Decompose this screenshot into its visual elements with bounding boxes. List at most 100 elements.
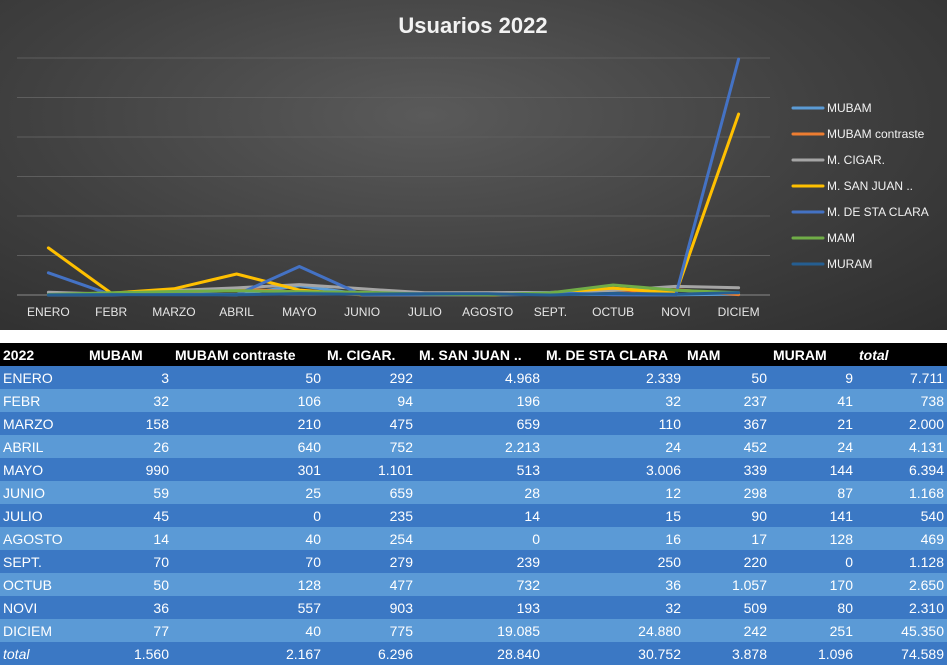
table-row: JULIO 45 0 235 14 15 90 141 540 <box>0 504 947 527</box>
cell-mubam: 50 <box>86 573 172 596</box>
cell-m-san-juan: 196 <box>416 389 543 412</box>
cell-mam: 242 <box>684 619 770 642</box>
cell-m-cigar: 1.101 <box>324 458 416 481</box>
cell-total: 45.350 <box>856 619 947 642</box>
cell-mam: 1.057 <box>684 573 770 596</box>
total-row: total 1.560 2.167 6.296 28.840 30.752 3.878 1.0… <box>0 642 947 665</box>
cell-m-sta-clara: 30.752 <box>543 642 684 665</box>
x-tick-label: MARZO <box>152 305 195 319</box>
cell-mubam: 77 <box>86 619 172 642</box>
header-year: 2022 <box>0 343 86 366</box>
cell-mam: 3.878 <box>684 642 770 665</box>
cell-m-sta-clara: 24.880 <box>543 619 684 642</box>
cell-total: 4.131 <box>856 435 947 458</box>
table-row: ENERO 3 50 292 4.968 2.339 50 9 7.711 <box>0 366 947 389</box>
cell-mam: 339 <box>684 458 770 481</box>
cell-month: ENERO <box>0 366 86 389</box>
cell-mubam: 3 <box>86 366 172 389</box>
cell-total: 1.128 <box>856 550 947 573</box>
cell-mubam: 45 <box>86 504 172 527</box>
cell-m-sta-clara: 32 <box>543 389 684 412</box>
cell-m-cigar: 6.296 <box>324 642 416 665</box>
x-tick-label: OCTUB <box>592 305 634 319</box>
table-row: MARZO 158 210 475 659 110 367 21 2.000 <box>0 412 947 435</box>
cell-mubam-contraste: 2.167 <box>172 642 324 665</box>
cell-m-san-juan: 28.840 <box>416 642 543 665</box>
cell-m-cigar: 752 <box>324 435 416 458</box>
table-row: FEBR 32 106 94 196 32 237 41 738 <box>0 389 947 412</box>
chart-panel: Usuarios 2022 ENERO FEBR MARZO ABRIL MAYO JUNI… <box>0 0 947 330</box>
cell-m-cigar: 279 <box>324 550 416 573</box>
cell-m-sta-clara: 16 <box>543 527 684 550</box>
cell-total: 469 <box>856 527 947 550</box>
cell-mubam: 158 <box>86 412 172 435</box>
series-line <box>46 112 741 297</box>
cell-muram: 87 <box>770 481 856 504</box>
cell-muram: 144 <box>770 458 856 481</box>
cell-mubam-contraste: 40 <box>172 527 324 550</box>
legend-label: M. DE STA CLARA <box>827 205 929 219</box>
cell-total: 2.000 <box>856 412 947 435</box>
cell-muram: 24 <box>770 435 856 458</box>
cell-total: 1.168 <box>856 481 947 504</box>
legend-label: M. CIGAR. <box>827 153 885 167</box>
chart-title: Usuarios 2022 <box>398 13 547 38</box>
cell-m-cigar: 477 <box>324 573 416 596</box>
cell-mam: 90 <box>684 504 770 527</box>
table-body: ENERO 3 50 292 4.968 2.339 50 9 7.711 FEBR 32 106 94… <box>0 366 947 665</box>
cell-total: 7.711 <box>856 366 947 389</box>
table-row: OCTUB 50 128 477 732 36 1.057 170 2.650 <box>0 573 947 596</box>
table-row: NOVI 36 557 903 193 32 509 80 2.310 <box>0 596 947 619</box>
cell-total: 2.650 <box>856 573 947 596</box>
cell-mam: 237 <box>684 389 770 412</box>
cell-mubam-contraste: 40 <box>172 619 324 642</box>
header-m-sta-clara: M. DE STA CLARA <box>543 343 684 366</box>
cell-m-cigar: 94 <box>324 389 416 412</box>
x-tick-label: JUNIO <box>344 305 380 319</box>
cell-mubam-contraste: 640 <box>172 435 324 458</box>
cell-m-cigar: 775 <box>324 619 416 642</box>
cell-muram: 9 <box>770 366 856 389</box>
cell-m-cigar: 254 <box>324 527 416 550</box>
cell-total: 738 <box>856 389 947 412</box>
table-row: AGOSTO 14 40 254 0 16 17 128 469 <box>0 527 947 550</box>
cell-total: 540 <box>856 504 947 527</box>
cell-mam: 220 <box>684 550 770 573</box>
cell-month: total <box>0 642 86 665</box>
table-row: ABRIL 26 640 752 2.213 24 452 24 4.131 <box>0 435 947 458</box>
cell-mam: 509 <box>684 596 770 619</box>
cell-m-san-juan: 732 <box>416 573 543 596</box>
cell-mubam-contraste: 128 <box>172 573 324 596</box>
cell-m-sta-clara: 32 <box>543 596 684 619</box>
cell-m-san-juan: 0 <box>416 527 543 550</box>
cell-mubam-contraste: 106 <box>172 389 324 412</box>
cell-m-sta-clara: 24 <box>543 435 684 458</box>
cell-m-san-juan: 239 <box>416 550 543 573</box>
x-tick-label: DICIEM <box>718 305 760 319</box>
cell-m-cigar: 292 <box>324 366 416 389</box>
cell-mam: 50 <box>684 366 770 389</box>
table-row: DICIEM 77 40 775 19.085 24.880 242 251 45.350 <box>0 619 947 642</box>
cell-mam: 452 <box>684 435 770 458</box>
cell-m-cigar: 903 <box>324 596 416 619</box>
cell-mubam: 14 <box>86 527 172 550</box>
cell-muram: 128 <box>770 527 856 550</box>
cell-muram: 1.096 <box>770 642 856 665</box>
cell-mam: 298 <box>684 481 770 504</box>
cell-m-san-juan: 14 <box>416 504 543 527</box>
cell-mubam-contraste: 301 <box>172 458 324 481</box>
x-tick-label: JULIO <box>408 305 442 319</box>
table-row: SEPT. 70 70 279 239 250 220 0 1.128 <box>0 550 947 573</box>
cell-mam: 367 <box>684 412 770 435</box>
cell-m-sta-clara: 250 <box>543 550 684 573</box>
cell-m-san-juan: 4.968 <box>416 366 543 389</box>
cell-mubam: 32 <box>86 389 172 412</box>
cell-mubam-contraste: 210 <box>172 412 324 435</box>
x-tick-label: FEBR <box>95 305 127 319</box>
line-chart: Usuarios 2022 ENERO FEBR MARZO ABRIL MAYO JUNI… <box>17 13 929 319</box>
cell-m-san-juan: 193 <box>416 596 543 619</box>
header-muram: MURAM <box>770 343 856 366</box>
cell-m-sta-clara: 110 <box>543 412 684 435</box>
cell-month: JUNIO <box>0 481 86 504</box>
header-mam: MAM <box>684 343 770 366</box>
